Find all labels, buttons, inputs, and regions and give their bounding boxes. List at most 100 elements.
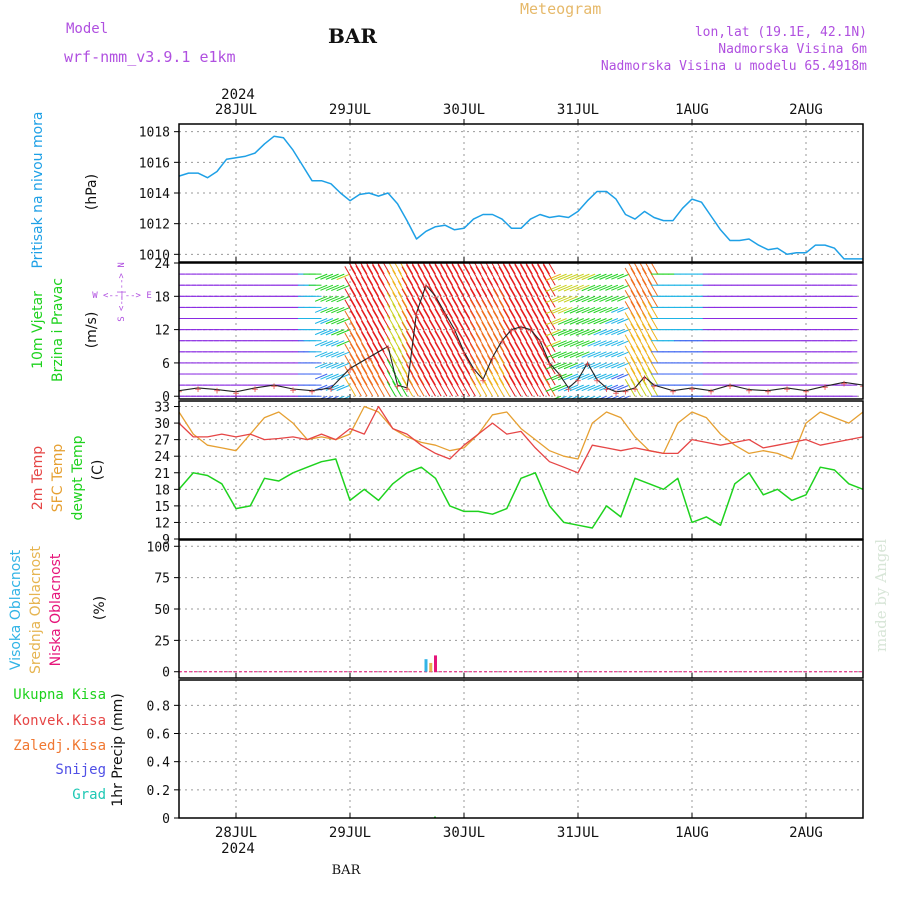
- wind-barb: [514, 352, 528, 375]
- wind-barb: [355, 332, 368, 353]
- wind-barb: [411, 308, 425, 330]
- wind-barb: [331, 384, 345, 391]
- wind-speed-marker: +: [289, 386, 297, 396]
- wind-barb: [531, 297, 545, 319]
- wind-barb: [498, 266, 511, 286]
- wind-barb: [605, 373, 619, 380]
- wind-barb: [331, 340, 345, 347]
- wind-barb: [636, 267, 647, 286]
- wind-barb: [487, 299, 499, 319]
- wind-barb: [551, 373, 567, 381]
- wind-barb: [434, 264, 448, 286]
- wind-barb: [325, 362, 339, 369]
- wind-barb: [440, 308, 454, 330]
- precip-legend: Ukupna Kisa Konvek.Kisa Zaledj.Kisa Snijeg G…: [13, 687, 106, 803]
- wind-speed-marker: +: [783, 385, 791, 395]
- wind-barb: [508, 275, 522, 297]
- wind-barb: [502, 375, 516, 397]
- wind-barb: [417, 375, 431, 397]
- wind-barb: [392, 380, 402, 397]
- wind-barb: [336, 384, 351, 392]
- wind-barb: [498, 299, 511, 319]
- wind-barb: [557, 351, 573, 359]
- wind-barb: [411, 375, 425, 397]
- wind-speed-series: + + + + + + + + +++++ ++++++++++++ + +++++++++ + + +++…: [179, 282, 863, 399]
- wind-barb: [428, 264, 442, 286]
- wind-barb: [641, 301, 653, 319]
- wind-barb: [434, 364, 448, 386]
- wind-barb: [349, 265, 362, 286]
- wind-barb: [537, 308, 550, 330]
- wind-barb: [377, 308, 391, 330]
- wind-barb: [542, 341, 556, 364]
- wind-barb: [617, 273, 630, 280]
- wind-barb: [434, 308, 448, 330]
- wind-barb: [372, 309, 385, 330]
- wind-barb: [475, 343, 488, 364]
- wind-barb: [469, 277, 482, 297]
- wind-barb: [423, 286, 436, 308]
- wind-speed-marker: +: [802, 388, 810, 398]
- cloud-label-1: Visoka Oblacnost: [8, 549, 24, 670]
- wind-barb: [492, 355, 505, 375]
- wind-barb: [392, 292, 402, 308]
- wind-barb: [366, 309, 379, 330]
- wind-barb: [514, 308, 528, 330]
- wind-barb: [498, 322, 511, 341]
- wind-barb: [617, 295, 630, 302]
- wind-barb: [445, 364, 459, 386]
- cloud-bar-mid: [429, 662, 433, 672]
- wind-barb: [605, 362, 619, 369]
- dewpt-line: [178, 458, 864, 529]
- wind-barb: [320, 318, 334, 325]
- wind-speed-marker: +: [555, 371, 563, 381]
- wind-barb: [617, 329, 630, 336]
- wind-barb: [581, 273, 596, 281]
- wind-barb: [417, 341, 431, 364]
- wind-barb: [599, 306, 613, 314]
- wind-barb: [492, 344, 505, 364]
- wind-barb: [599, 340, 613, 347]
- wind-barb: [492, 288, 505, 308]
- wind-barb: [349, 321, 362, 341]
- wind-barb: [641, 378, 653, 397]
- wind-barb: [325, 318, 339, 325]
- wind-barb: [331, 295, 345, 303]
- wind-barb: [440, 264, 454, 286]
- wind-barb: [336, 329, 351, 336]
- wind-barb: [491, 263, 499, 275]
- y-tick-label: 0: [162, 666, 170, 681]
- wind-barb: [545, 340, 562, 348]
- wind-barb: [434, 330, 448, 353]
- y-tick-label: 25: [154, 634, 170, 649]
- wind-barb: [366, 376, 379, 397]
- wind-barb: [624, 323, 636, 341]
- wind-barb: [411, 319, 425, 341]
- wind-barb: [344, 332, 357, 353]
- wind-barb: [498, 344, 511, 364]
- wind-barb: [508, 297, 522, 319]
- wind-barb: [445, 275, 459, 297]
- temperature-frame: [178, 400, 864, 540]
- wind-barb: [469, 310, 482, 330]
- wind-barb: [605, 306, 619, 314]
- wind-barb: [581, 351, 596, 358]
- wind-barb: [599, 329, 613, 336]
- wind-barb: [611, 318, 624, 325]
- wind-barb: [647, 301, 659, 319]
- wind-barb: [392, 347, 402, 364]
- wind-speed-marker: +: [213, 387, 221, 397]
- x-tick-label-bottom: 28JUL: [215, 825, 257, 841]
- wind-barb: [462, 375, 476, 397]
- wind-barb: [563, 362, 579, 370]
- wind-speed-marker: +: [346, 365, 354, 375]
- wind-barb: [569, 318, 584, 325]
- wind-barb: [397, 291, 408, 308]
- wind-barb: [417, 286, 431, 308]
- wind-barb: [531, 375, 545, 397]
- wind-barb: [537, 330, 550, 353]
- wind-speed-marker: +: [365, 354, 373, 364]
- wind-barb: [599, 284, 613, 291]
- y-tick-label: 9: [162, 533, 170, 548]
